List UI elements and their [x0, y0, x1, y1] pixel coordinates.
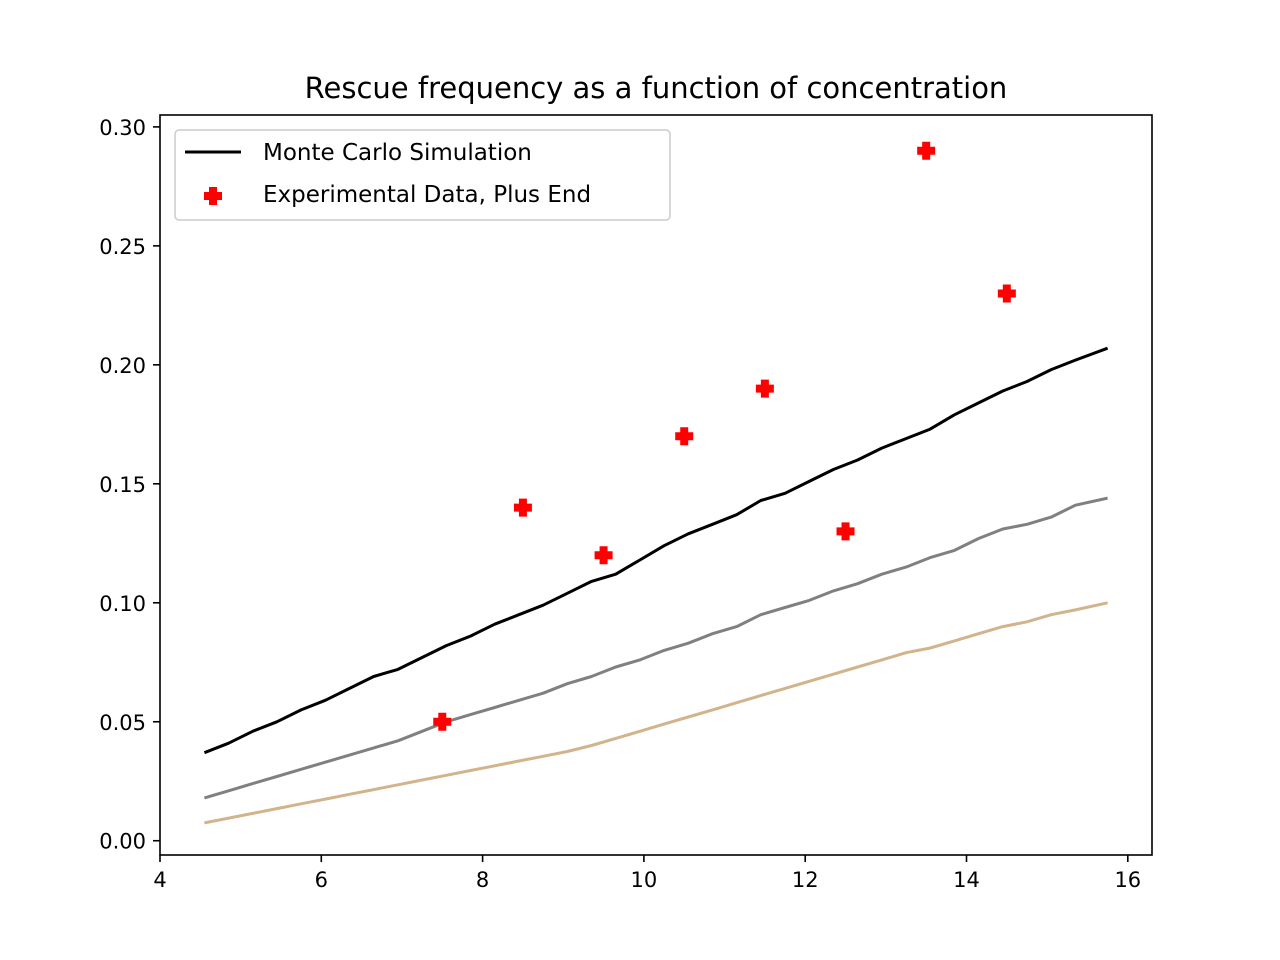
legend-label-experimental: Experimental Data, Plus End — [263, 182, 591, 208]
plot-frame — [159, 114, 1153, 856]
data-point — [594, 546, 613, 565]
series-layer — [203, 141, 1109, 825]
x-tick-label: 8 — [476, 868, 489, 892]
data-point — [755, 379, 774, 398]
data-point — [513, 498, 532, 517]
legend: Monte Carlo Simulation Experimental Data… — [174, 129, 671, 221]
y-tick-label: 0.15 — [99, 473, 146, 497]
legend-marker-plus — [204, 187, 222, 205]
x-tick-label: 16 — [1114, 868, 1141, 892]
legend-marker-experimental — [204, 187, 222, 205]
series-line-0 — [203, 346, 1109, 755]
legend-label-simulation: Monte Carlo Simulation — [263, 140, 532, 166]
y-tick-label: 0.20 — [99, 354, 146, 378]
data-point — [997, 284, 1016, 303]
data-point — [675, 427, 694, 446]
y-tick-label: 0.10 — [99, 592, 146, 616]
x-tick-label: 10 — [631, 868, 658, 892]
y-tick-label: 0.30 — [99, 116, 146, 140]
axis-layer: 4 6 8 10 12 14 16 0.00 0.05 0.10 0.15 0.20 0.25 0.30 — [99, 116, 1141, 892]
legend-box — [174, 129, 671, 221]
x-tick-label: 6 — [315, 868, 328, 892]
data-point — [917, 141, 936, 160]
data-point — [433, 712, 452, 731]
x-tick-label: 4 — [153, 868, 166, 892]
x-tick-label: 14 — [953, 868, 980, 892]
y-tick-label: 0.05 — [99, 711, 146, 735]
y-tick-label: 0.00 — [99, 830, 146, 854]
chart-title: Rescue frequency as a function of concen… — [305, 71, 1008, 105]
y-tick-label: 0.25 — [99, 235, 146, 259]
series-line-2 — [204, 601, 1108, 825]
series-line-1 — [203, 496, 1108, 800]
data-point — [836, 522, 855, 541]
x-tick-label: 12 — [792, 868, 819, 892]
